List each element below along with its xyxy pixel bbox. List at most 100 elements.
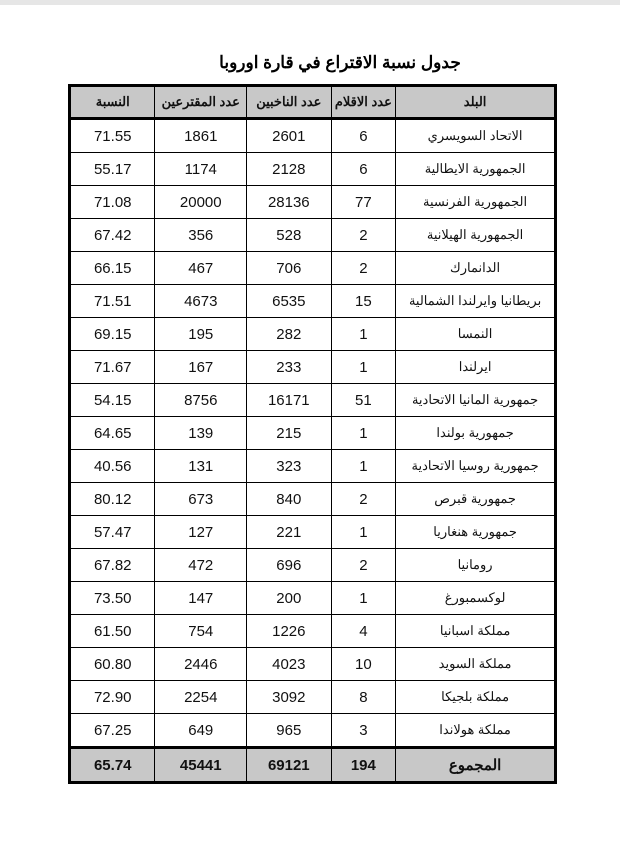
- cell-ballots: 673: [154, 482, 248, 516]
- cell-percentage: 61.50: [68, 614, 156, 648]
- cell-stations: 1: [330, 581, 397, 615]
- header-row: البلد عدد الاقلام عدد الناخبين عدد المقت…: [68, 85, 556, 120]
- header-voters: عدد الناخبين: [246, 85, 332, 120]
- cell-percentage: 71.51: [68, 284, 156, 318]
- cell-country: مملكة السويد: [395, 647, 556, 681]
- cell-country: مملكة هولاندا: [395, 713, 556, 748]
- cell-ballots: 2254: [154, 680, 248, 714]
- cell-voters: 2128: [246, 152, 332, 186]
- table-row: الدانمارك 2 706 467 66.15: [68, 251, 556, 285]
- cell-stations: 2: [330, 251, 397, 285]
- cell-stations: 8: [330, 680, 397, 714]
- cell-voters: 282: [246, 317, 332, 351]
- table-row: جمهورية المانيا الاتحادية 51 16171 8756 54.1…: [68, 383, 556, 417]
- header-stations: عدد الاقلام: [330, 85, 397, 120]
- cell-country: جمهورية هنغاريا: [395, 515, 556, 549]
- cell-ballots: 472: [154, 548, 248, 582]
- cell-percentage: 71.08: [68, 185, 156, 219]
- cell-percentage: 54.15: [68, 383, 156, 417]
- cell-country: النمسا: [395, 317, 556, 351]
- cell-stations: 6: [330, 118, 397, 153]
- table-row: مملكة السويد 10 4023 2446 60.80: [68, 647, 556, 681]
- cell-percentage: 66.15: [68, 251, 156, 285]
- cell-stations: 1: [330, 416, 397, 450]
- table-row: جمهورية هنغاريا 1 221 127 57.47: [68, 515, 556, 549]
- cell-percentage: 72.90: [68, 680, 156, 714]
- cell-stations: 4: [330, 614, 397, 648]
- cell-stations: 3: [330, 713, 397, 748]
- table-row: بريطانيا وايرلندا الشمالية 15 6535 4673 71.5…: [68, 284, 556, 318]
- cell-ballots: 2446: [154, 647, 248, 681]
- cell-ballots: 131: [154, 449, 248, 483]
- cell-voters: 233: [246, 350, 332, 384]
- cell-stations: 10: [330, 647, 397, 681]
- cell-voters: 215: [246, 416, 332, 450]
- table-row: مملكة اسبانيا 4 1226 754 61.50: [68, 614, 556, 648]
- cell-stations: 1: [330, 317, 397, 351]
- table-row: الاتحاد السويسري 6 2601 1861 71.55: [68, 118, 556, 153]
- table-row: لوكسمبورغ 1 200 147 73.50: [68, 581, 556, 615]
- cell-percentage: 73.50: [68, 581, 156, 615]
- cell-stations: 2: [330, 548, 397, 582]
- cell-country: مملكة اسبانيا: [395, 614, 556, 648]
- table-row: الجمهورية الايطالية 6 2128 1174 55.17: [68, 152, 556, 186]
- cell-country: رومانيا: [395, 548, 556, 582]
- cell-percentage: 64.65: [68, 416, 156, 450]
- cell-ballots: 139: [154, 416, 248, 450]
- cell-percentage: 67.42: [68, 218, 156, 252]
- cell-ballots: 20000: [154, 185, 248, 219]
- total-ballots: 45441: [154, 746, 248, 783]
- cell-percentage: 80.12: [68, 482, 156, 516]
- cell-voters: 6535: [246, 284, 332, 318]
- cell-percentage: 55.17: [68, 152, 156, 186]
- cell-ballots: 467: [154, 251, 248, 285]
- cell-stations: 1: [330, 515, 397, 549]
- cell-voters: 528: [246, 218, 332, 252]
- cell-voters: 840: [246, 482, 332, 516]
- cell-voters: 2601: [246, 118, 332, 153]
- cell-ballots: 147: [154, 581, 248, 615]
- table-row: جمهورية بولندا 1 215 139 64.65: [68, 416, 556, 450]
- cell-stations: 1: [330, 350, 397, 384]
- cell-percentage: 67.25: [68, 713, 156, 748]
- cell-ballots: 649: [154, 713, 248, 748]
- cell-ballots: 8756: [154, 383, 248, 417]
- total-voters: 69121: [246, 746, 332, 783]
- cell-country: جمهورية بولندا: [395, 416, 556, 450]
- cell-voters: 323: [246, 449, 332, 483]
- cell-percentage: 71.67: [68, 350, 156, 384]
- cell-voters: 3092: [246, 680, 332, 714]
- cell-ballots: 4673: [154, 284, 248, 318]
- cell-country: جمهورية روسيا الاتحادية: [395, 449, 556, 483]
- table-row: مملكة هولاندا 3 965 649 67.25: [68, 713, 556, 748]
- cell-percentage: 40.56: [68, 449, 156, 483]
- cell-stations: 15: [330, 284, 397, 318]
- cell-voters: 16171: [246, 383, 332, 417]
- cell-country: جمهورية المانيا الاتحادية: [395, 383, 556, 417]
- cell-ballots: 1174: [154, 152, 248, 186]
- total-stations: 194: [330, 746, 397, 783]
- cell-country: ايرلندا: [395, 350, 556, 384]
- table-row: ايرلندا 1 233 167 71.67: [68, 350, 556, 384]
- cell-ballots: 1861: [154, 118, 248, 153]
- cell-ballots: 754: [154, 614, 248, 648]
- cell-voters: 200: [246, 581, 332, 615]
- cell-voters: 696: [246, 548, 332, 582]
- cell-country: بريطانيا وايرلندا الشمالية: [395, 284, 556, 318]
- cell-stations: 77: [330, 185, 397, 219]
- cell-country: مملكة بلجيكا: [395, 680, 556, 714]
- header-country: البلد: [395, 85, 556, 120]
- table-row: الجمهورية الفرنسية 77 28136 20000 71.08: [68, 185, 556, 219]
- cell-country: الاتحاد السويسري: [395, 118, 556, 153]
- cell-stations: 1: [330, 449, 397, 483]
- cell-percentage: 71.55: [68, 118, 156, 153]
- cell-stations: 6: [330, 152, 397, 186]
- cell-ballots: 127: [154, 515, 248, 549]
- cell-voters: 28136: [246, 185, 332, 219]
- cell-stations: 2: [330, 218, 397, 252]
- table-row: مملكة بلجيكا 8 3092 2254 72.90: [68, 680, 556, 714]
- header-ballots: عدد المقترعين: [154, 85, 248, 120]
- cell-voters: 4023: [246, 647, 332, 681]
- cell-percentage: 69.15: [68, 317, 156, 351]
- cell-stations: 51: [330, 383, 397, 417]
